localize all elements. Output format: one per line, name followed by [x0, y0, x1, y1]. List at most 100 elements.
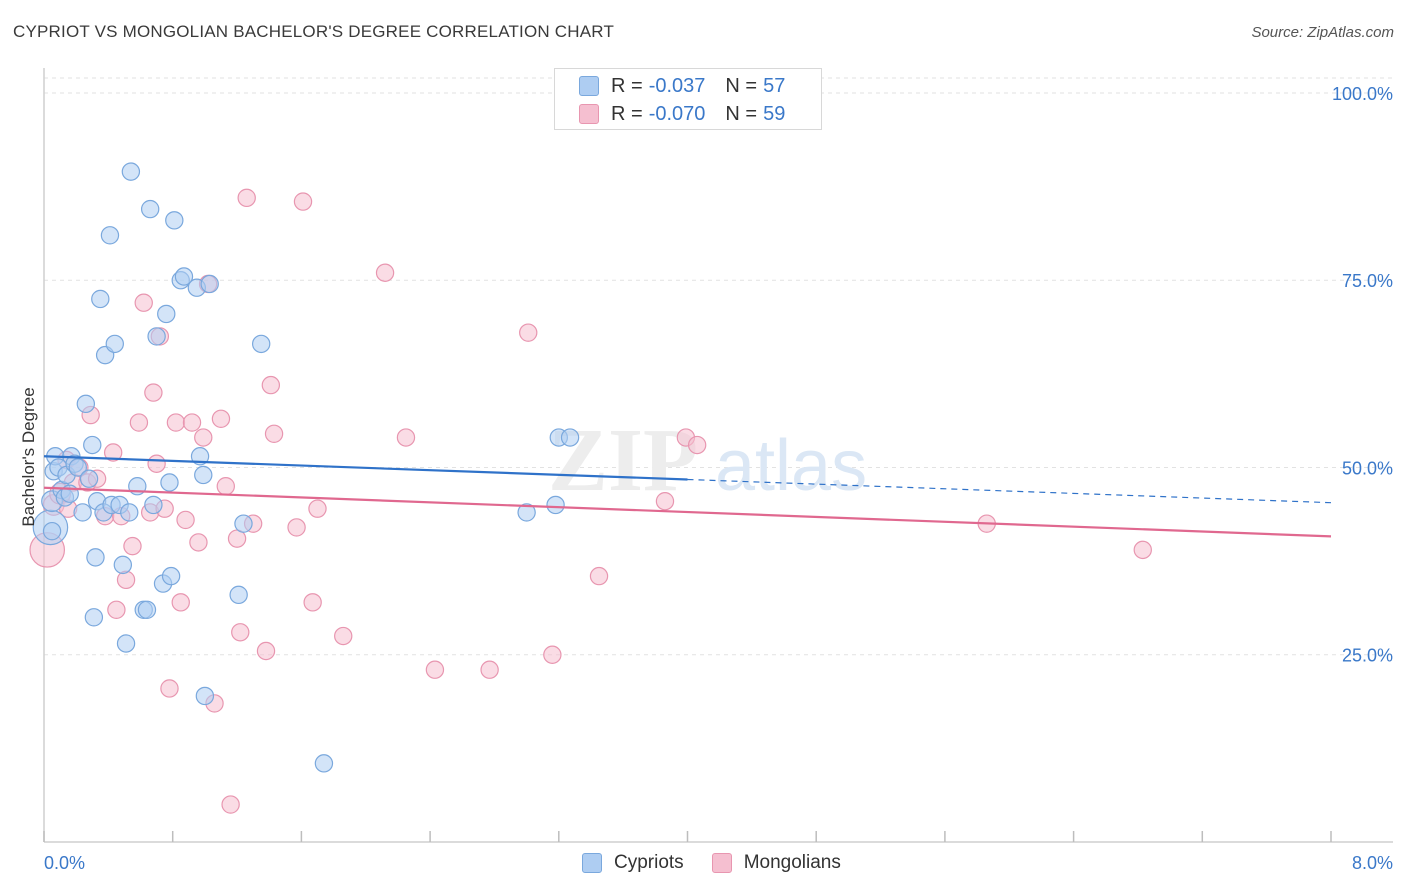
- watermark-atlas: atlas: [715, 426, 867, 506]
- mongolian-point[interactable]: [116, 570, 136, 590]
- cypriot-point[interactable]: [229, 585, 248, 605]
- cypriot-point[interactable]: [161, 566, 181, 586]
- mongolian-point[interactable]: [107, 600, 126, 620]
- r-label: R =: [611, 102, 643, 125]
- x-tick-label-max: 8.0%: [1352, 853, 1393, 873]
- n-value: 57: [763, 74, 786, 97]
- mongolian-point[interactable]: [176, 510, 195, 530]
- mongolian-point[interactable]: [264, 424, 284, 443]
- legend-item-mongolians[interactable]: Mongolians: [711, 852, 841, 874]
- cypriot-point[interactable]: [174, 267, 194, 286]
- mongolian-point[interactable]: [396, 428, 416, 447]
- n-value: 59: [763, 102, 786, 125]
- cypriots-swatch: [582, 853, 602, 873]
- y-tick-label: 50.0%: [1342, 458, 1393, 478]
- mongolian-point[interactable]: [519, 323, 538, 342]
- cypriot-point[interactable]: [120, 503, 139, 522]
- legend-label-cypriots: Cypriots: [614, 852, 684, 873]
- mongolian-point[interactable]: [261, 375, 281, 395]
- cypriot-point[interactable]: [140, 199, 160, 219]
- mongolian-point[interactable]: [231, 623, 250, 642]
- mongolian-point[interactable]: [334, 626, 353, 646]
- mongolian-point[interactable]: [171, 593, 190, 612]
- cypriot-point[interactable]: [560, 428, 580, 447]
- watermark-zip: ZIP: [548, 411, 698, 510]
- n-label: N =: [725, 74, 758, 97]
- mongolian-point[interactable]: [375, 263, 395, 282]
- mongolian-point[interactable]: [1133, 540, 1152, 560]
- mongolian-point[interactable]: [655, 491, 675, 511]
- cypriot-point[interactable]: [160, 473, 179, 492]
- cypriot-point[interactable]: [76, 394, 96, 414]
- cypriot-point[interactable]: [200, 274, 219, 294]
- y-tick-label: 100.0%: [1332, 84, 1393, 104]
- mongolian-point[interactable]: [103, 443, 123, 462]
- mongolian-point[interactable]: [543, 645, 562, 664]
- legend-item-cypriots[interactable]: Cypriots: [582, 852, 684, 874]
- cypriot-point[interactable]: [91, 289, 110, 309]
- trend-lines: [43, 455, 1332, 538]
- cypriot-point[interactable]: [113, 555, 133, 575]
- cypriot-point[interactable]: [165, 211, 184, 230]
- cypriot-point[interactable]: [147, 327, 166, 346]
- n-label: N =: [725, 102, 758, 125]
- cypriot-point[interactable]: [517, 503, 536, 522]
- cypriot-point[interactable]: [546, 495, 565, 515]
- cypriot-point[interactable]: [314, 754, 334, 773]
- cypriot-point[interactable]: [144, 495, 163, 515]
- mongolian-point[interactable]: [182, 413, 202, 432]
- cypriot-point[interactable]: [73, 503, 92, 522]
- cypriot-point[interactable]: [251, 334, 271, 354]
- cypriot-point[interactable]: [194, 465, 213, 485]
- y-tick-label: 75.0%: [1342, 271, 1393, 291]
- mongolian-point[interactable]: [129, 413, 149, 432]
- mongolian-point[interactable]: [216, 477, 235, 496]
- cypriot-point[interactable]: [121, 162, 141, 181]
- cypriot-point[interactable]: [42, 521, 62, 541]
- mongolian-trend-line: [43, 486, 1332, 538]
- cypriots-swatch: [579, 76, 599, 96]
- mongolian-point[interactable]: [189, 533, 208, 552]
- cypriots-stat-row: R = -0.037 N = 57: [579, 72, 785, 100]
- cypriot-point[interactable]: [157, 304, 176, 324]
- mongolian-point[interactable]: [256, 641, 276, 661]
- mongolian-point[interactable]: [293, 192, 313, 211]
- cypriot-point[interactable]: [234, 514, 253, 533]
- mongolian-point[interactable]: [303, 593, 322, 612]
- cypriot-point[interactable]: [86, 548, 105, 567]
- cypriot-point[interactable]: [137, 600, 157, 620]
- cypriot-trend-extension: [687, 478, 1332, 504]
- mongolian-point[interactable]: [123, 536, 142, 556]
- cypriot-point[interactable]: [79, 469, 99, 488]
- cypriot-point[interactable]: [190, 447, 210, 466]
- mongolian-point[interactable]: [287, 518, 306, 537]
- r-label: R =: [611, 74, 643, 97]
- mongolian-point[interactable]: [480, 660, 499, 679]
- mongolian-point[interactable]: [166, 413, 186, 432]
- mongolian-point[interactable]: [194, 428, 213, 447]
- source-credit: Source: ZipAtlas.com: [1251, 24, 1394, 41]
- cypriots-points: [32, 162, 580, 773]
- cypriot-point[interactable]: [68, 458, 87, 477]
- cypriot-trend-line: [43, 455, 688, 481]
- x-tick-label-min: 0.0%: [44, 853, 85, 873]
- cypriot-point[interactable]: [116, 634, 136, 653]
- cypriot-point[interactable]: [195, 686, 215, 706]
- mongolian-point[interactable]: [687, 435, 707, 455]
- mongolian-point[interactable]: [237, 188, 256, 208]
- mongolian-point[interactable]: [160, 679, 179, 698]
- legend-label-mongolians: Mongolians: [743, 852, 841, 873]
- cypriot-point[interactable]: [105, 334, 124, 354]
- mongolian-point[interactable]: [221, 795, 240, 814]
- cypriot-point[interactable]: [84, 608, 104, 627]
- mongolian-point[interactable]: [134, 293, 153, 312]
- cypriot-point[interactable]: [100, 226, 120, 245]
- mongolian-point[interactable]: [147, 454, 166, 473]
- mongolian-point[interactable]: [144, 383, 163, 402]
- y-axis-title: Bachelor's Degree: [19, 387, 38, 526]
- mongolian-point[interactable]: [211, 409, 231, 429]
- mongolian-point[interactable]: [308, 499, 327, 518]
- cypriot-point[interactable]: [83, 435, 102, 455]
- mongolian-point[interactable]: [589, 566, 609, 586]
- mongolian-point[interactable]: [425, 660, 445, 679]
